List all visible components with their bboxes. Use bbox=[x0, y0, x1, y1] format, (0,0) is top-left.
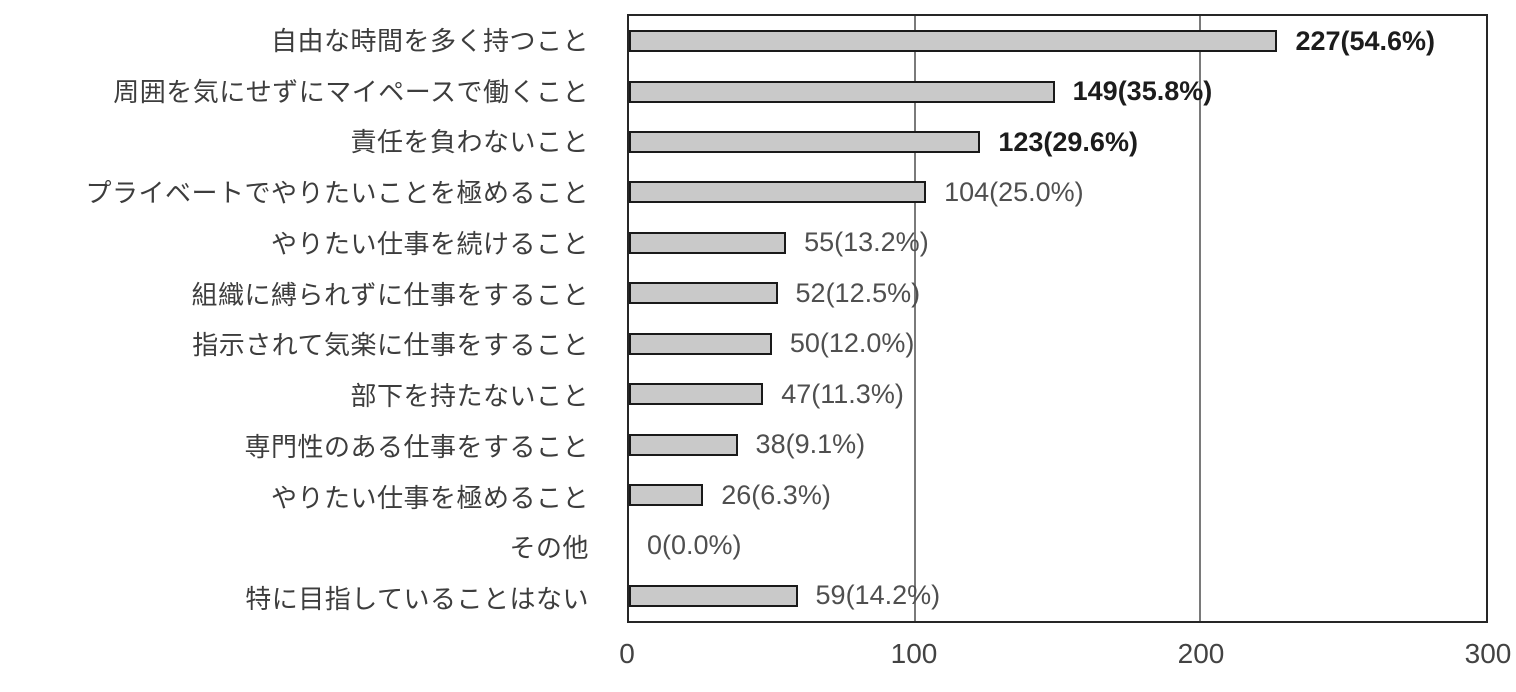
gridline-200 bbox=[1199, 16, 1202, 621]
gridline-100 bbox=[913, 16, 916, 621]
bar-value-label: 104(25.0%) bbox=[944, 176, 1084, 207]
bar-row: 123(29.6%) bbox=[629, 117, 1486, 167]
bar-value-label: 149(35.8%) bbox=[1072, 76, 1213, 107]
bar-row: 50(12.0%) bbox=[629, 319, 1486, 369]
bar-row: 38(9.1%) bbox=[629, 419, 1486, 469]
bar bbox=[629, 282, 778, 305]
x-axis-tick: 300 bbox=[1464, 638, 1512, 669]
bar-row: 52(12.5%) bbox=[629, 268, 1486, 318]
category-label: やりたい仕事を続けること bbox=[270, 228, 589, 259]
category-label: プライベートでやりたいことを極めること bbox=[85, 178, 589, 209]
bar bbox=[629, 131, 981, 154]
category-label: 指示されて気楽に仕事をすること bbox=[192, 330, 589, 361]
bar-value-label: 55(13.2%) bbox=[804, 227, 929, 258]
bar-row: 55(13.2%) bbox=[629, 218, 1486, 268]
bar bbox=[629, 231, 787, 254]
category-labels: 自由な時間を多く持つこと 周囲を気にせずにマイペースで働くこと 責任を負わないこ… bbox=[0, 14, 589, 623]
category-label: 組織に縛られずに仕事をすること bbox=[191, 279, 589, 310]
bar-value-label: 59(14.2%) bbox=[815, 580, 941, 611]
bar-value-label: 52(12.5%) bbox=[795, 277, 921, 308]
x-axis-tick: 0 bbox=[619, 638, 635, 669]
x-axis: 0 100 200 300 bbox=[619, 638, 1511, 678]
bar-value-label: 38(9.1%) bbox=[755, 429, 866, 460]
category-label: 周囲を気にせずにマイペースで働くこと bbox=[113, 76, 589, 107]
category-label: 専門性のある仕事をすること bbox=[244, 431, 589, 462]
bar-value-label: 123(29.6%) bbox=[998, 126, 1138, 157]
bar bbox=[629, 484, 704, 506]
category-label: 責任を負わないこと bbox=[350, 127, 589, 158]
bar-row: 59(14.2%) bbox=[629, 571, 1486, 621]
bar-value-label: 227(54.6%) bbox=[1295, 25, 1436, 56]
bar-value-label: 0(0.0%) bbox=[647, 529, 742, 560]
category-label: 自由な時間を多く持つこと bbox=[270, 25, 589, 56]
x-axis-tick: 200 bbox=[1177, 638, 1225, 669]
x-axis-tick: 100 bbox=[890, 638, 938, 669]
category-label: 特に目指していることはない bbox=[245, 584, 589, 615]
category-label: やりたい仕事を極めること bbox=[270, 482, 589, 513]
bar bbox=[629, 181, 927, 204]
bar-rows: 227(54.6%) 149(35.8%) 123(29.6%) 104(25.… bbox=[629, 16, 1486, 621]
bar-row: 104(25.0%) bbox=[629, 167, 1486, 217]
category-label: 部下を持たないこと bbox=[350, 381, 589, 412]
bar-value-label: 26(6.3%) bbox=[721, 479, 831, 510]
bar bbox=[629, 30, 1278, 53]
bar-row: 47(11.3%) bbox=[629, 369, 1486, 419]
bar-value-label: 47(11.3%) bbox=[781, 378, 904, 409]
bar-row: 0(0.0%) bbox=[629, 520, 1486, 570]
bar bbox=[629, 80, 1055, 103]
bar-value-label: 50(12.0%) bbox=[789, 328, 915, 359]
plot-area: 227(54.6%) 149(35.8%) 123(29.6%) 104(25.… bbox=[627, 14, 1488, 623]
bar bbox=[629, 383, 764, 406]
bar-row: 227(54.6%) bbox=[629, 16, 1486, 66]
bar-row: 26(6.3%) bbox=[629, 470, 1486, 520]
category-label: その他 bbox=[509, 533, 589, 564]
bar bbox=[629, 332, 772, 355]
bar bbox=[629, 433, 738, 456]
bar-row: 149(35.8%) bbox=[629, 66, 1486, 116]
bar bbox=[629, 584, 798, 607]
